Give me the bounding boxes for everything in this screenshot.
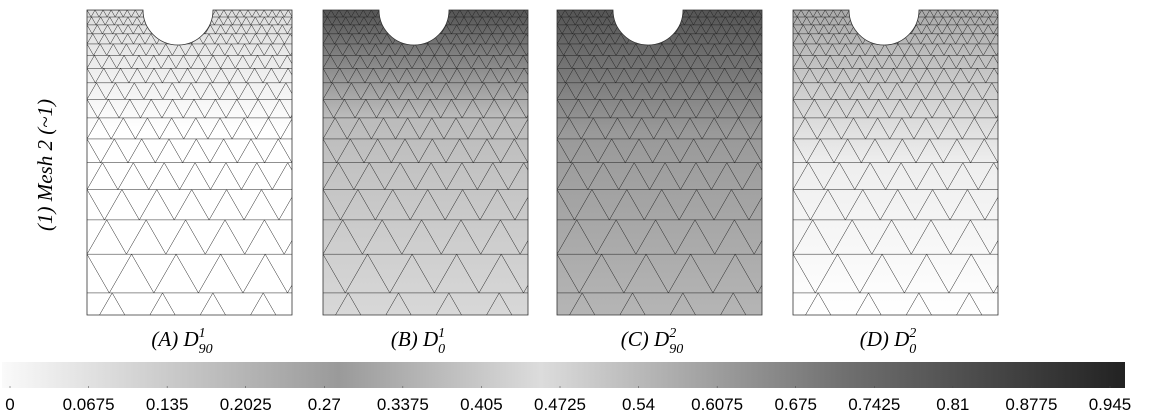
colorbar (2, 362, 1125, 388)
panel-caption: (A) D1 90 (151, 326, 212, 357)
colorbar-tick-label: 0.54 (622, 395, 655, 414)
colorbar-tick-label: 0.675 (774, 395, 817, 414)
caption-label: (B) (391, 327, 418, 351)
caption-sup: 1 (438, 326, 445, 341)
caption-symbol: D (893, 327, 909, 351)
caption-sub: 90 (199, 342, 213, 357)
caption-sup: 2 (909, 326, 916, 341)
caption-label: (A) (151, 327, 178, 351)
row-label: (1) Mesh 2 (~1) (33, 99, 57, 231)
colorbar-tick-label: 0.2025 (220, 395, 272, 414)
panel-border (322, 9, 529, 316)
colorbar-tick-label: 0.6075 (691, 395, 743, 414)
colorbar-tick-label: 0.4725 (534, 395, 586, 414)
mesh-panel (557, 10, 762, 315)
panel-caption: (B) D1 0 (391, 326, 445, 357)
colorbar-tick-label: 0 (5, 395, 14, 414)
panel-border (86, 9, 293, 316)
caption-label: (C) (621, 327, 649, 351)
colorbar-tick-label: 0.27 (308, 395, 341, 414)
colorbar-tick-label: 0.405 (460, 395, 503, 414)
colorbar-tick-label: 0.135 (146, 395, 189, 414)
caption-symbol: D (182, 327, 198, 351)
caption-sup: 2 (669, 326, 676, 341)
mesh-lines (323, 10, 528, 315)
mesh-panel (87, 10, 292, 315)
mesh-lines (87, 10, 292, 315)
caption-sub: 0 (438, 342, 445, 357)
caption-symbol: D (422, 327, 438, 351)
caption-label: (D) (860, 327, 889, 351)
mesh-lines (793, 10, 998, 315)
colorbar-tick-label: 0.81 (936, 395, 969, 414)
panel-border (792, 9, 999, 316)
caption-sub: 90 (669, 342, 683, 357)
colorbar-tick-label: 0.7425 (848, 395, 900, 414)
panel-border (556, 9, 763, 316)
mesh-panel (793, 10, 998, 315)
caption-sup: 1 (199, 326, 206, 341)
panel-caption: (D) D2 0 (860, 326, 917, 357)
colorbar-tick-label: 0.0675 (63, 395, 115, 414)
colorbar-tick-label: 0.3375 (377, 395, 429, 414)
caption-sub: 0 (909, 342, 916, 357)
mesh-panel (323, 10, 528, 315)
mesh-lines (557, 10, 762, 315)
colorbar-tick-label: 0.945 (1089, 395, 1132, 414)
caption-symbol: D (653, 327, 669, 351)
colorbar-tick-label: 0.8775 (1005, 395, 1057, 414)
panel-caption: (C) D2 90 (621, 326, 683, 357)
